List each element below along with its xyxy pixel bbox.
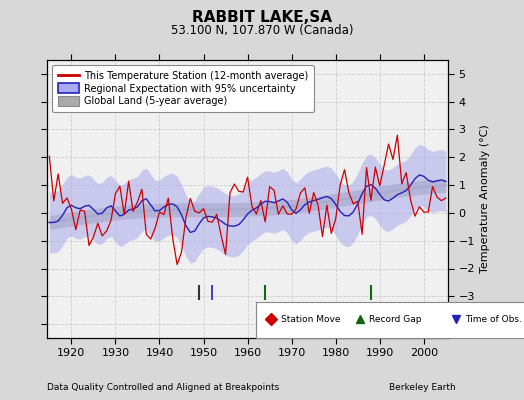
Text: Berkeley Earth: Berkeley Earth bbox=[389, 383, 456, 392]
Text: RABBIT LAKE,SA: RABBIT LAKE,SA bbox=[192, 10, 332, 25]
Text: Time of Obs. Change: Time of Obs. Change bbox=[465, 316, 524, 324]
Text: 53.100 N, 107.870 W (Canada): 53.100 N, 107.870 W (Canada) bbox=[171, 24, 353, 37]
Y-axis label: Temperature Anomaly (°C): Temperature Anomaly (°C) bbox=[481, 125, 490, 273]
Legend: This Temperature Station (12-month average), Regional Expectation with 95% uncer: This Temperature Station (12-month avera… bbox=[52, 65, 314, 112]
Text: Station Move: Station Move bbox=[281, 316, 340, 324]
Text: Data Quality Controlled and Aligned at Breakpoints: Data Quality Controlled and Aligned at B… bbox=[47, 383, 279, 392]
Text: Record Gap: Record Gap bbox=[369, 316, 422, 324]
